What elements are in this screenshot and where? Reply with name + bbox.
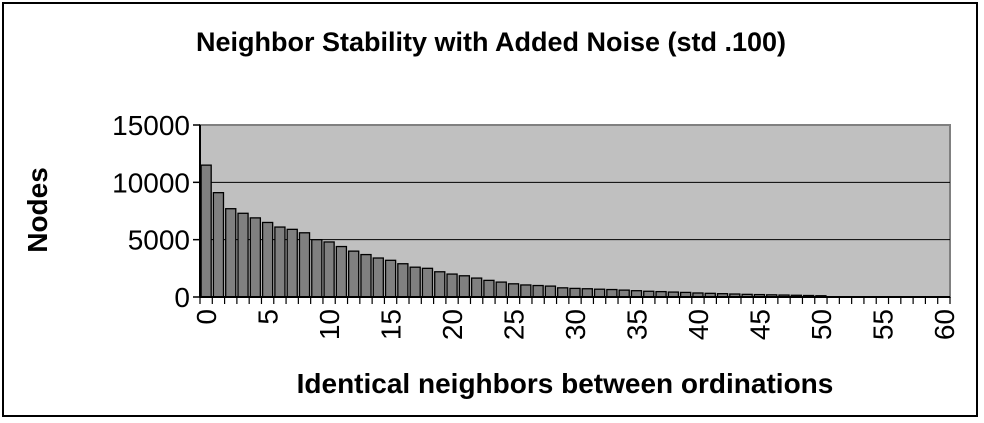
- bar: [397, 263, 409, 298]
- bar: [434, 271, 446, 298]
- x-tick-label: 55: [867, 309, 898, 340]
- x-tick-label: 45: [744, 309, 775, 340]
- x-tick-label: 0: [191, 309, 222, 325]
- bar: [581, 288, 593, 298]
- gridlines: [200, 181, 950, 241]
- bar: [470, 277, 483, 298]
- bar: [618, 289, 630, 298]
- bar: [323, 241, 335, 298]
- x-tick-label: 15: [376, 309, 407, 340]
- bar: [261, 221, 274, 298]
- bar: [544, 285, 557, 298]
- bar: [520, 284, 532, 298]
- bar: [200, 164, 212, 298]
- bar: [360, 253, 372, 298]
- bar: [507, 283, 520, 298]
- bar: [483, 279, 495, 298]
- y-ticks: 0 5000 10000 15000: [112, 110, 190, 313]
- x-axis-label: Identical neighbors between ordinations: [297, 368, 834, 399]
- x-tick-label: 50: [806, 309, 837, 340]
- y-tick-label: 0: [174, 282, 190, 313]
- bar: [249, 217, 262, 298]
- x-tick-label: 20: [437, 309, 468, 340]
- x-tick-label: 60: [929, 309, 960, 340]
- bar: [409, 266, 421, 298]
- bar: [606, 288, 618, 298]
- x-tick-label: 5: [253, 309, 284, 325]
- bar: [298, 232, 311, 298]
- bar: [446, 273, 458, 298]
- bar: [212, 192, 225, 298]
- bar: [495, 281, 507, 298]
- bar: [347, 250, 360, 298]
- bar: [557, 287, 569, 298]
- x-tick-label: 10: [314, 309, 345, 340]
- bar: [593, 288, 606, 298]
- x-tick-label: 35: [621, 309, 652, 340]
- bar: [311, 239, 323, 298]
- y-tick-label: 10000: [112, 167, 190, 198]
- y-axis-label: Nodes: [22, 167, 53, 253]
- bar: [237, 212, 249, 298]
- y-tick-label: 15000: [112, 110, 190, 141]
- bar: [274, 226, 286, 298]
- bar: [335, 245, 348, 298]
- bar: [372, 257, 384, 298]
- chart-title: Neighbor Stability with Added Noise (std…: [196, 27, 786, 57]
- x-ticks: 0 5 10 15 20 25 30 35 40 45 50 55 60: [191, 309, 960, 340]
- bar: [458, 275, 471, 298]
- x-tick-label: 40: [683, 309, 714, 340]
- bar: [225, 208, 237, 298]
- axes: [193, 124, 951, 304]
- bar: [569, 287, 581, 298]
- bar: [421, 267, 434, 298]
- x-tick-label: 25: [499, 309, 530, 340]
- bar: [286, 228, 298, 298]
- y-tick-label: 5000: [128, 225, 190, 256]
- bar: [384, 259, 397, 298]
- bar: [532, 284, 544, 298]
- x-tick-label: 30: [560, 309, 591, 340]
